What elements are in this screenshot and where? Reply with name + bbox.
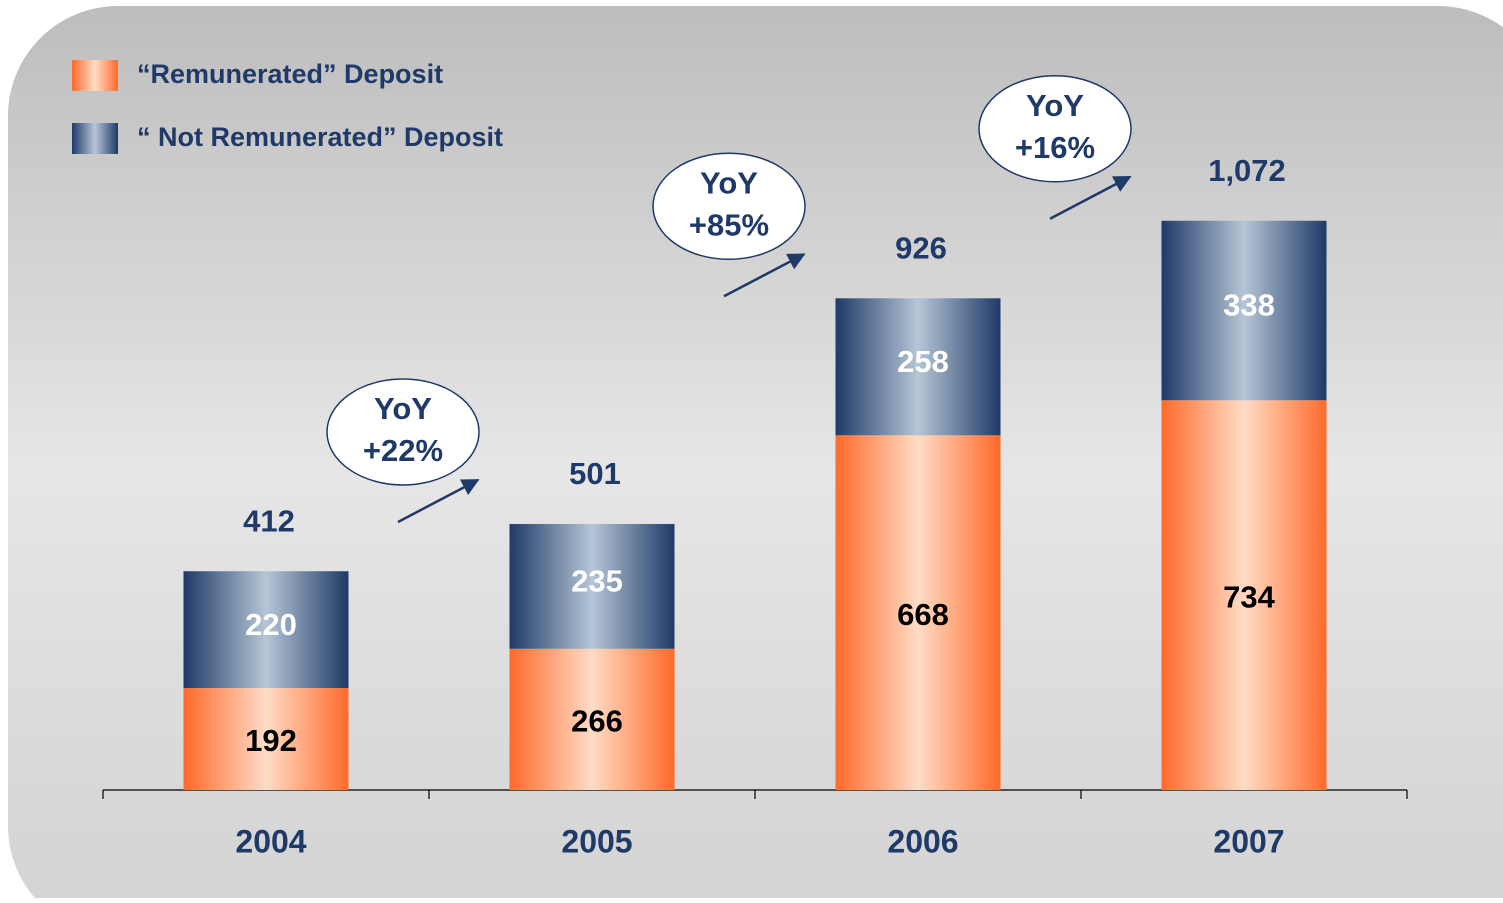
total-label: 1,072 xyxy=(1208,153,1286,188)
segment-label: 192 xyxy=(245,723,297,758)
annotation-text: YoY xyxy=(374,391,432,426)
segment-label: 258 xyxy=(897,344,949,379)
segment-label: 220 xyxy=(245,607,297,642)
annotation-change: +85% xyxy=(689,207,769,242)
x-tick-label: 2006 xyxy=(887,823,958,859)
annotation-arrow xyxy=(1049,175,1132,220)
segment-label: 235 xyxy=(571,564,623,599)
annotation-change: +22% xyxy=(363,433,443,468)
bar-segment xyxy=(509,523,675,649)
total-label: 501 xyxy=(569,456,621,491)
annotation-text: YoY xyxy=(1026,88,1084,123)
annotation-bubble xyxy=(652,152,806,261)
bar-segment xyxy=(1161,400,1327,790)
segment-label: 668 xyxy=(897,597,949,632)
annotation-text: YoY xyxy=(700,165,758,200)
x-tick-label: 2005 xyxy=(561,823,632,859)
bar-segment xyxy=(835,435,1001,790)
legend-label: “ Not Remunerated” Deposit xyxy=(137,122,503,152)
legend-swatch xyxy=(72,60,118,91)
bar-segment xyxy=(1161,220,1327,401)
legend-swatch xyxy=(72,123,118,154)
annotation-arrow xyxy=(397,478,480,524)
bar-segment xyxy=(183,688,349,790)
annotation-bubble xyxy=(978,75,1132,183)
x-tick-label: 2007 xyxy=(1213,823,1284,859)
segment-label: 266 xyxy=(571,704,623,739)
total-label: 412 xyxy=(243,503,295,538)
annotation-bubble xyxy=(326,378,480,486)
bar-segment xyxy=(835,298,1001,436)
segment-label: 338 xyxy=(1223,288,1275,323)
bar-segment xyxy=(509,648,675,790)
annotation-arrow xyxy=(723,253,806,298)
segment-label: 734 xyxy=(1223,579,1275,614)
panel xyxy=(8,6,1503,903)
annotation-change: +16% xyxy=(1015,130,1095,165)
total-label: 926 xyxy=(895,230,947,265)
x-tick-label: 2004 xyxy=(235,823,306,859)
bar-segment xyxy=(183,571,349,689)
legend-label: “Remunerated” Deposit xyxy=(137,59,443,89)
